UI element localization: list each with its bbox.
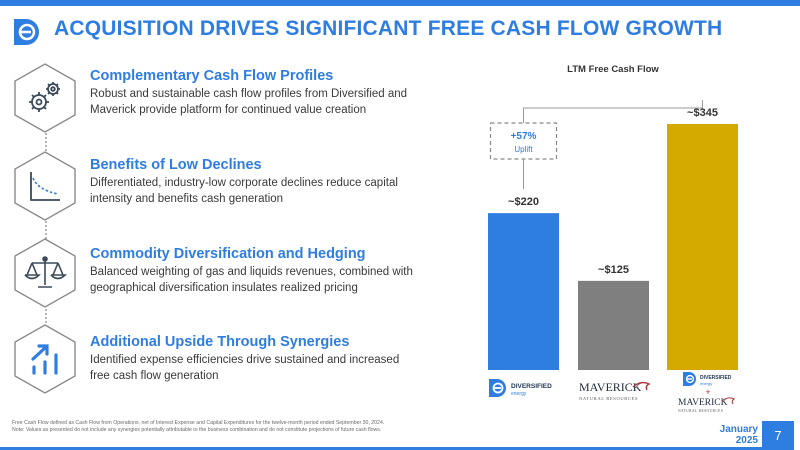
bar-value-label-3: ~$345 <box>687 107 718 119</box>
combined-logo-plus: + <box>705 387 710 397</box>
growth-arrow-icon <box>12 323 78 395</box>
bottom-accent-bar <box>0 447 762 450</box>
feature-body-low-declines: Differentiated, industry-low corporate d… <box>90 177 398 205</box>
uplift-label: Uplift <box>514 145 533 154</box>
combined-category-logo: DIVERSIFIED energy + MAVERICK NATURAL RE… <box>678 372 736 413</box>
feature-title-low-declines: Benefits of Low Declines <box>90 157 262 173</box>
uplift-value: +57% <box>511 131 537 142</box>
combined-logo-maverick: MAVERICK <box>678 398 728 408</box>
combined-logo-diversified: DIVERSIFIED <box>700 375 732 381</box>
diversified-logo-sub: energy <box>511 391 527 397</box>
feature-title-cash-flow: Complementary Cash Flow Profiles <box>90 68 334 84</box>
date-year: 2025 <box>735 435 758 446</box>
page-title: ACQUISITION DRIVES SIGNIFICANT FREE CASH… <box>54 17 723 40</box>
bar-value-label-1: ~$220 <box>508 196 539 208</box>
diversified-logo-icon <box>10 16 42 48</box>
uplift-box <box>489 122 558 160</box>
feature-body-diversification: Balanced weighting of gas and liquids re… <box>90 266 413 294</box>
balance-scale-icon <box>12 237 78 309</box>
footnote-note: Note: Values as presented do not include… <box>12 427 382 433</box>
feature-title-synergies: Additional Upside Through Synergies <box>90 334 350 350</box>
footnote: Free Cash Flow defined as Cash Flow from… <box>12 420 612 434</box>
combined-logo-maverick-sub: NATURAL RESOURCES <box>678 409 723 413</box>
footnote-definition: Free Cash Flow defined as Cash Flow from… <box>12 420 385 426</box>
gears-icon <box>12 62 78 134</box>
maverick-category-logo: MAVERICK NATURAL RESOURCES <box>579 380 651 401</box>
feature-body-synergies: Identified expense efficiencies drive su… <box>90 354 400 382</box>
chart-canvas: LTM Free Cash Flow ~$220 ~$125 ~$345 +57% U… <box>488 64 738 370</box>
date-month: January <box>719 424 758 435</box>
bar-value-label-2: ~$125 <box>598 264 629 276</box>
diversified-logo-name: DIVERSIFIED <box>511 383 552 390</box>
bar-2 <box>578 280 649 370</box>
combined-logo-diversified-sub: energy <box>700 381 712 386</box>
presentation-date: January 2025 <box>706 424 758 446</box>
page-number: 7 <box>762 421 794 450</box>
ltm-free-cash-flow-chart: LTM Free Cash Flow ~$220 ~$125 ~$345 +57% U… <box>470 56 770 416</box>
bar-1 <box>488 213 559 370</box>
bar-3 <box>667 124 738 370</box>
decline-curve-icon <box>12 150 78 222</box>
diversified-category-logo: DIVERSIFIED energy <box>489 379 552 397</box>
chart-title: LTM Free Cash Flow <box>567 64 659 75</box>
maverick-logo-name: MAVERICK <box>579 380 642 394</box>
feature-title-diversification: Commodity Diversification and Hedging <box>90 246 366 262</box>
feature-body-cash-flow: Robust and sustainable cash flow profile… <box>90 88 408 116</box>
maverick-logo-sub: NATURAL RESOURCES <box>579 396 638 401</box>
feature-connector-line <box>45 120 47 335</box>
top-accent-bar <box>0 0 800 6</box>
